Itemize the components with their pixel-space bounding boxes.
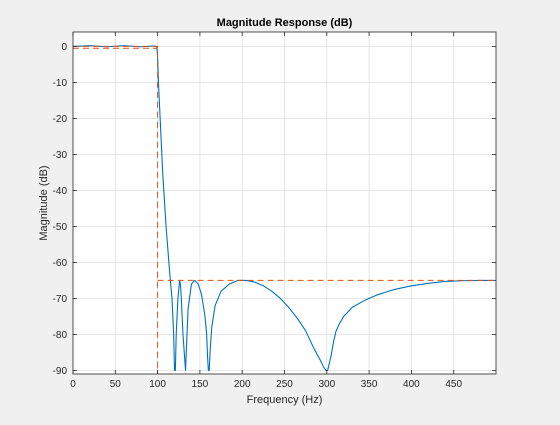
y-tick-label: 0 xyxy=(61,42,67,53)
x-tick-label: 150 xyxy=(192,379,209,390)
ticks xyxy=(72,32,496,374)
filter-response-line xyxy=(72,45,496,371)
x-tick-label: 450 xyxy=(445,379,462,390)
x-tick-label: 300 xyxy=(318,379,335,390)
x-tick-label: 50 xyxy=(110,379,122,390)
y-tick-label: -70 xyxy=(53,294,68,305)
series-group xyxy=(72,45,496,374)
x-tick-label: 0 xyxy=(70,379,76,390)
x-tick-label: 350 xyxy=(361,379,378,390)
y-tick-label: -90 xyxy=(53,366,68,377)
x-tick-label: 250 xyxy=(276,379,293,390)
y-axis-label: Magnitude (dB) xyxy=(38,165,50,240)
x-axis-label: Frequency (Hz) xyxy=(247,394,323,406)
y-tick-label: -10 xyxy=(53,78,68,89)
chart-title: Magnitude Response (dB) xyxy=(217,17,353,29)
tick-labels: 0 50 100 150 200 250 300 350 400 450 0 -10 -20 -30 -40… xyxy=(53,42,463,390)
y-tick-label: -50 xyxy=(53,222,68,233)
y-tick-label: -20 xyxy=(53,114,68,125)
x-tick-label: 200 xyxy=(234,379,251,390)
y-tick-label: -30 xyxy=(53,150,68,161)
passband-spec-line xyxy=(73,45,159,374)
y-tick-label: -40 xyxy=(53,186,68,197)
y-tick-label: -80 xyxy=(53,330,68,341)
grid xyxy=(73,32,496,374)
x-tick-label: 400 xyxy=(403,379,420,390)
x-tick-label: 100 xyxy=(149,379,166,390)
y-tick-label: -60 xyxy=(53,258,68,269)
